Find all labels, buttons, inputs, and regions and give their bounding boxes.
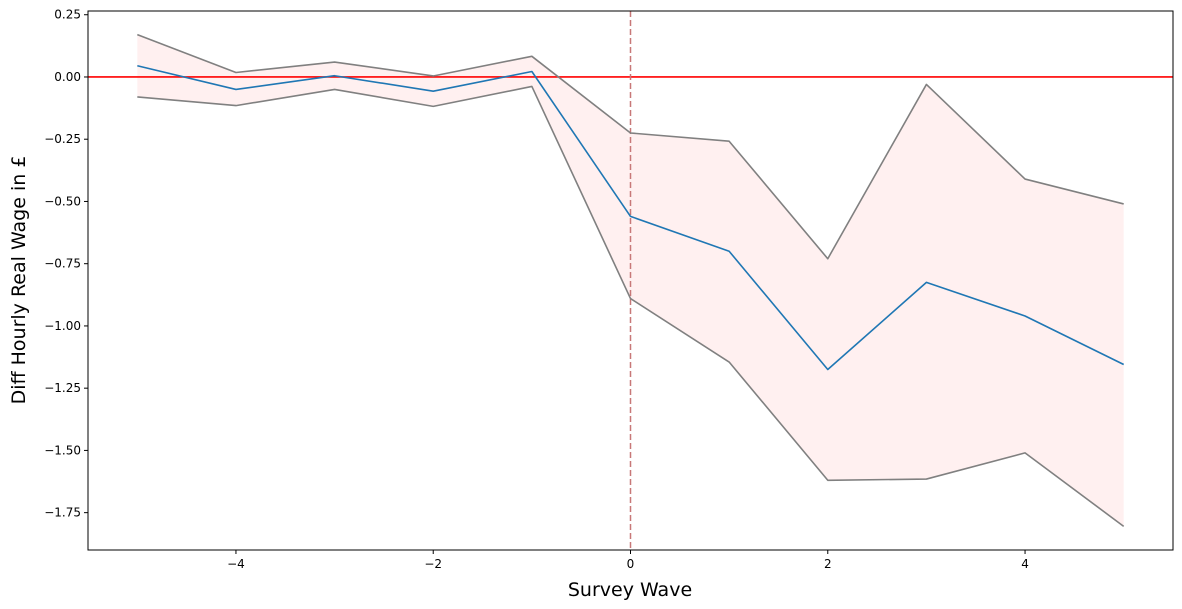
y-tick-label: −0.50 [44,194,81,208]
lower-ci-line [137,85,1125,527]
y-tick-label: −1.75 [44,506,81,520]
x-axis-ticks: −4 −2 0 2 4 [227,550,1029,571]
x-tick-label: 0 [627,557,635,571]
series-layer [137,33,1125,527]
y-tick-label: −0.75 [44,257,81,271]
y-tick-label: −1.25 [44,381,81,395]
x-tick-label: −4 [227,557,245,571]
estimate-line [137,64,1125,371]
y-tick-label: −1.00 [44,319,81,333]
x-axis-title: Survey Wave [568,579,692,601]
upper-ci-line [137,33,1124,260]
y-tick-label: −1.50 [44,443,81,457]
confidence-band [137,34,1124,527]
y-tick-label: 0.00 [54,70,81,84]
y-tick-label: −0.25 [44,132,81,146]
y-axis-title: Diff Hourly Real Wage in £ [8,156,30,405]
y-axis-ticks: 0.25 0.00 −0.25 −0.50 −0.75 −1.00 −1.25 −1.50 −1… [44,8,88,520]
confidence-band-layer [137,34,1124,527]
x-tick-label: −2 [424,557,442,571]
x-tick-label: 4 [1021,557,1029,571]
x-tick-label: 2 [824,557,832,571]
reference-lines-layer [88,11,1173,550]
y-tick-label: 0.25 [54,8,81,22]
